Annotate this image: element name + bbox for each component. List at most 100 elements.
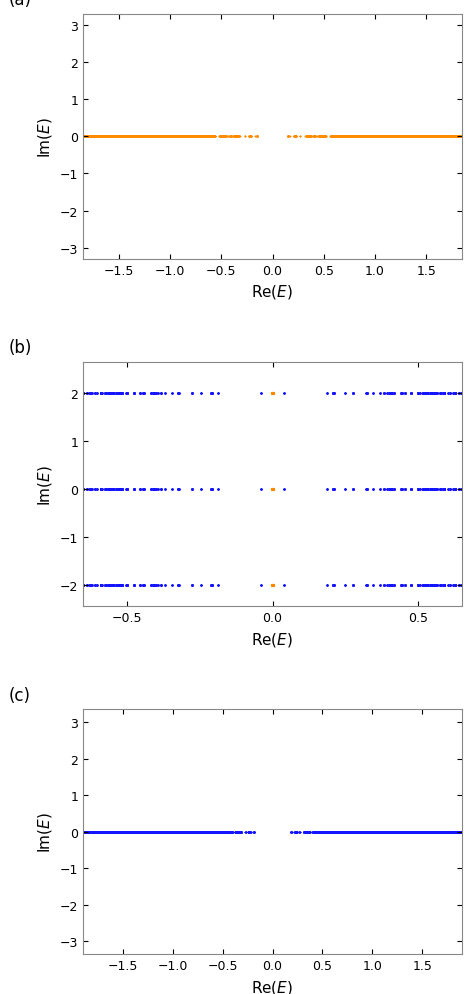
Point: [65, 824, 73, 840]
Point: [379, 129, 386, 145]
Point: [56, 129, 64, 145]
Point: [140, 824, 147, 840]
Point: [80, 824, 88, 840]
Point: [418, 129, 426, 145]
Point: [82, 129, 90, 145]
Point: [380, 129, 388, 145]
Point: [73, 129, 81, 145]
Point: [68, 824, 75, 840]
Point: [460, 129, 468, 145]
Point: [391, 129, 399, 145]
Point: [318, 824, 325, 840]
Point: [438, 824, 446, 840]
Point: [0, 824, 6, 840]
Point: [174, 824, 182, 840]
Point: [72, 129, 80, 145]
Point: [60, 824, 67, 840]
Point: [0, 129, 6, 145]
Point: [446, 129, 453, 145]
Point: [428, 129, 435, 145]
Point: [405, 129, 412, 145]
Point: [77, 129, 84, 145]
Point: [7, 578, 14, 593]
Point: [111, 824, 119, 840]
Point: [59, 129, 66, 145]
Point: [393, 824, 401, 840]
Point: [352, 824, 360, 840]
Point: [443, 129, 451, 145]
Point: [411, 824, 419, 840]
Point: [410, 824, 418, 840]
Point: [61, 824, 69, 840]
Point: [15, 824, 22, 840]
Point: [167, 824, 175, 840]
Point: [368, 824, 376, 840]
Point: [328, 824, 336, 840]
Point: [51, 129, 58, 145]
Point: [459, 129, 466, 145]
Point: [379, 129, 386, 145]
Point: [363, 824, 371, 840]
Point: [86, 129, 93, 145]
Point: [438, 129, 446, 145]
Point: [427, 824, 434, 840]
Point: [99, 824, 107, 840]
Point: [93, 129, 101, 145]
Point: [139, 386, 147, 402]
Point: [378, 129, 386, 145]
Point: [90, 129, 97, 145]
Point: [178, 824, 186, 840]
Point: [160, 129, 168, 145]
Point: [471, 824, 474, 840]
Point: [164, 824, 171, 840]
Point: [404, 129, 412, 145]
Point: [87, 129, 95, 145]
Point: [225, 824, 232, 840]
Point: [108, 824, 115, 840]
Point: [170, 824, 177, 840]
Point: [343, 129, 351, 145]
Point: [380, 824, 387, 840]
Point: [422, 129, 430, 145]
Point: [430, 824, 438, 840]
Point: [401, 824, 409, 840]
Point: [441, 824, 449, 840]
Point: [23, 824, 31, 840]
Point: [111, 129, 118, 145]
Point: [200, 824, 208, 840]
Point: [325, 824, 332, 840]
Point: [36, 824, 43, 840]
Point: [443, 824, 451, 840]
Point: [118, 824, 126, 840]
Point: [107, 129, 115, 145]
Point: [444, 129, 452, 145]
Point: [175, 824, 182, 840]
Point: [112, 578, 119, 593]
Point: [165, 129, 173, 145]
Point: [50, 129, 58, 145]
Point: [7, 824, 14, 840]
Point: [128, 824, 136, 840]
Point: [134, 824, 141, 840]
Point: [355, 129, 362, 145]
Point: [438, 129, 446, 145]
Point: [455, 129, 462, 145]
Point: [332, 824, 339, 840]
Point: [134, 824, 141, 840]
Point: [0, 824, 4, 840]
Point: [469, 824, 474, 840]
Point: [416, 824, 424, 840]
Point: [118, 129, 125, 145]
Point: [67, 824, 75, 840]
Point: [36, 824, 44, 840]
Point: [395, 824, 403, 840]
Point: [64, 824, 72, 840]
Point: [364, 824, 371, 840]
Point: [123, 129, 130, 145]
Point: [119, 824, 127, 840]
Point: [428, 824, 436, 840]
Point: [425, 824, 433, 840]
Point: [400, 129, 407, 145]
Point: [83, 824, 91, 840]
Point: [461, 129, 468, 145]
